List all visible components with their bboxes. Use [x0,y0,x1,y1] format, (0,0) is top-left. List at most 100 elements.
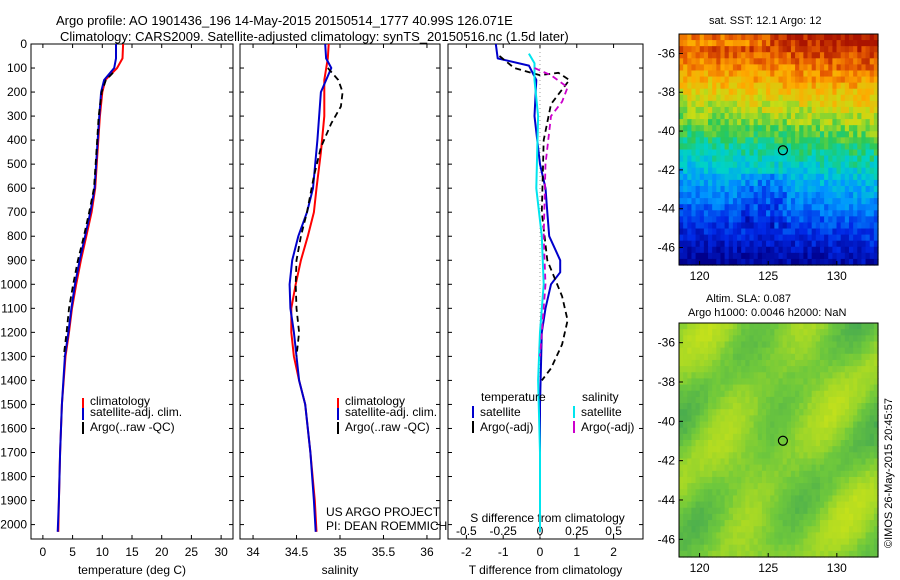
map-cell [790,143,796,151]
map-cell [753,149,759,157]
map-cell [840,52,846,59]
map-cell [741,210,746,217]
map-cell [749,452,755,460]
map-cell [853,155,858,163]
map-cell [766,40,771,47]
map-cell [844,513,850,521]
map-cell [695,113,701,120]
map-cell [716,526,722,533]
map-cell [683,495,688,503]
map-cell [836,58,842,65]
map-cell [815,550,821,558]
map-cell [790,390,796,398]
map-cell [815,228,821,236]
map-cell [774,390,780,398]
map-cell [848,252,854,260]
map-cell [840,258,846,266]
map-cell [745,76,751,84]
map-cell [757,167,763,175]
map-cell [753,378,759,386]
map-cell [790,421,796,429]
map-cell [741,161,746,169]
map-cell [708,353,713,361]
map-cell [774,76,780,84]
map-cell [778,353,784,361]
map-cell [819,258,825,266]
map-cell [708,458,713,466]
x-tick-label: 0 [537,545,544,559]
map-cell [873,155,879,163]
map-cell [869,155,875,163]
map-cell [728,470,734,478]
map-cell [869,452,875,460]
map-cell [708,125,713,132]
map-cell [687,137,693,145]
map-cell [836,185,842,193]
map-cell [703,489,709,497]
map-cell [790,119,796,126]
map-cell [795,52,800,59]
map-cell [815,173,821,181]
map-cell [857,228,863,236]
map-cell [869,347,875,355]
x-tick-label: 15 [125,545,139,559]
map-cell [778,464,784,472]
map-cell [782,538,788,546]
map-cell [679,329,684,336]
map-cell [774,258,780,266]
map-cell [770,366,775,373]
map-cell [745,421,751,429]
map-cell [683,119,688,126]
map-cell [782,179,788,187]
map-cell [753,396,759,404]
map-cell [824,378,829,386]
map-cell [699,106,705,114]
map-cell [749,198,755,205]
map-cell [770,143,775,151]
map-cell [844,532,850,540]
map-cell [724,119,730,126]
map-cell [869,234,875,242]
map-cell [857,246,863,254]
map-cell [724,378,730,386]
map-cell [824,143,829,151]
map-cell [753,440,759,447]
map-cell [703,88,709,96]
map-cell [807,433,813,441]
map-cell [749,88,755,96]
map-cell [687,415,693,423]
map-cell [770,258,775,266]
map-cell [790,476,796,484]
map-cell [844,538,850,546]
map-cell [724,34,730,41]
x-tick-label: 20 [155,545,169,559]
map-cell [749,378,755,386]
map-cell [828,58,833,65]
map-cell [815,403,821,410]
map-cell [836,495,842,503]
map-cell [824,222,829,230]
map-cell [811,335,817,343]
map-cell [790,228,796,236]
map-cell [873,137,879,145]
map-cell [699,483,705,490]
map-cell [720,476,726,484]
map-cell [778,258,784,266]
map-cell [848,113,854,120]
map-cell [869,421,875,429]
map-cell [795,131,800,138]
map-cell [869,88,875,96]
map-cell [737,198,742,205]
map-cell [807,204,813,211]
map-cell [724,347,730,355]
map-cell [679,173,684,181]
map-cell [795,167,800,175]
map-cell [761,40,767,47]
map-cell [861,489,867,497]
map-cell [708,64,713,72]
map-cell [687,409,693,416]
map-cell [815,155,821,163]
map-cell [732,532,738,540]
map-cell [815,88,821,96]
map-cell [803,100,809,108]
